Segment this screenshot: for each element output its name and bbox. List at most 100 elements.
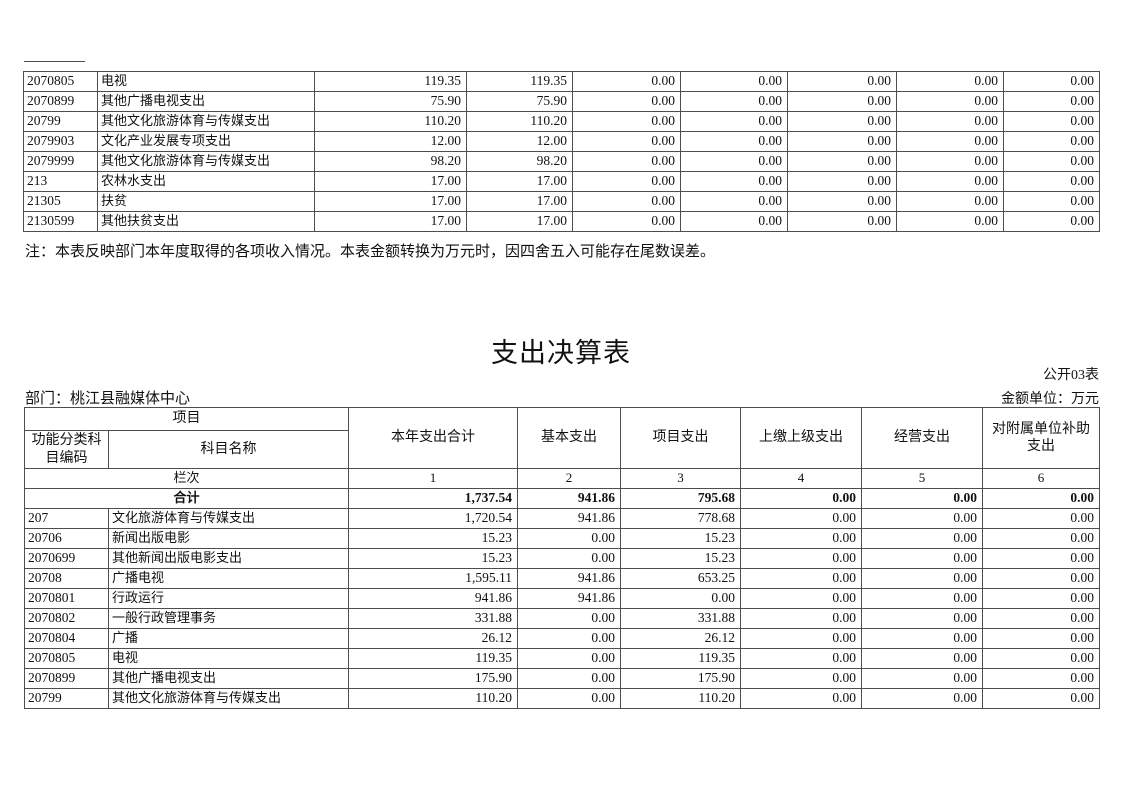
value-cell: 15.23 <box>348 528 518 549</box>
total-row: 合计 1,737.54 941.86 795.68 0.00 0.00 0.00 <box>24 488 1100 509</box>
value-cell: 0.00 <box>982 688 1100 709</box>
value-cell: 0.00 <box>896 191 1004 212</box>
subject-name-cell: 其他广播电视支出 <box>97 91 315 112</box>
value-cell: 0.00 <box>740 608 862 629</box>
header-project-expenditure: 项目支出 <box>620 407 741 469</box>
expense-table-row: 2070899 其他广播电视支出 175.90 0.00 175.90 0.00… <box>24 668 1100 689</box>
value-cell: 175.90 <box>348 668 518 689</box>
value-cell: 0.00 <box>787 111 897 132</box>
table-code: 公开03表 <box>1043 368 1099 383</box>
value-cell: 0.00 <box>982 588 1100 609</box>
column-number: 5 <box>861 468 983 489</box>
value-cell: 331.88 <box>620 608 741 629</box>
value-cell: 17.00 <box>314 211 467 232</box>
value-cell: 110.20 <box>314 111 467 132</box>
total-value: 0.00 <box>740 488 862 509</box>
subject-code-cell: 213 <box>23 171 98 192</box>
value-cell: 0.00 <box>680 171 788 192</box>
subject-name-cell: 其他扶贫支出 <box>97 211 315 232</box>
subject-code-cell: 2070805 <box>24 648 109 669</box>
value-cell: 0.00 <box>896 151 1004 172</box>
subject-code-cell: 21305 <box>23 191 98 212</box>
value-cell: 0.00 <box>861 528 983 549</box>
income-table-row: 2130599 其他扶贫支出 17.00 17.00 0.00 0.00 0.0… <box>23 211 1100 232</box>
value-cell: 98.20 <box>466 151 573 172</box>
value-cell: 941.86 <box>517 588 621 609</box>
value-cell: 0.00 <box>787 131 897 152</box>
value-cell: 26.12 <box>620 628 741 649</box>
value-cell: 0.00 <box>861 628 983 649</box>
value-cell: 0.00 <box>740 648 862 669</box>
value-cell: 119.35 <box>348 648 518 669</box>
header-row-project: 项目 本年支出合计 基本支出 项目支出 上缴上级支出 经营支出 对附属单位补助支… <box>24 407 1100 469</box>
value-cell: 0.00 <box>517 528 621 549</box>
value-cell: 0.00 <box>740 688 862 709</box>
value-cell: 0.00 <box>861 688 983 709</box>
value-cell: 0.00 <box>896 211 1004 232</box>
subject-code-cell: 2070699 <box>24 548 109 569</box>
value-cell: 0.00 <box>896 171 1004 192</box>
column-number: 2 <box>517 468 621 489</box>
unit-label: 金额单位：万元 <box>1001 392 1099 407</box>
total-label: 合计 <box>24 488 349 509</box>
column-number: 6 <box>982 468 1100 489</box>
value-cell: 0.00 <box>680 71 788 92</box>
value-cell: 17.00 <box>314 171 467 192</box>
subject-code-cell: 2079999 <box>23 151 98 172</box>
subject-code-cell: 207 <box>24 508 109 529</box>
value-cell: 17.00 <box>466 171 573 192</box>
value-cell: 0.00 <box>572 131 681 152</box>
value-cell: 0.00 <box>861 588 983 609</box>
subject-name-cell: 文化产业发展专项支出 <box>97 131 315 152</box>
value-cell: 0.00 <box>517 688 621 709</box>
value-cell: 17.00 <box>466 211 573 232</box>
value-cell: 0.00 <box>861 608 983 629</box>
value-cell: 0.00 <box>982 608 1100 629</box>
subject-name-cell: 新闻出版电影 <box>108 528 349 549</box>
value-cell: 0.00 <box>982 528 1100 549</box>
value-cell: 0.00 <box>740 528 862 549</box>
value-cell: 0.00 <box>896 71 1004 92</box>
value-cell: 0.00 <box>517 608 621 629</box>
value-cell: 653.25 <box>620 568 741 589</box>
header-project: 项目 <box>24 407 349 431</box>
value-cell: 15.23 <box>620 528 741 549</box>
value-cell: 110.20 <box>620 688 741 709</box>
value-cell: 0.00 <box>572 91 681 112</box>
subject-name-cell: 电视 <box>97 71 315 92</box>
subject-code-cell: 20706 <box>24 528 109 549</box>
expense-table-row: 2070804 广播 26.12 0.00 26.12 0.00 0.00 0.… <box>24 628 1100 649</box>
value-cell: 0.00 <box>740 588 862 609</box>
value-cell: 0.00 <box>740 548 862 569</box>
value-cell: 15.23 <box>348 548 518 569</box>
value-cell: 0.00 <box>572 151 681 172</box>
value-cell: 75.90 <box>466 91 573 112</box>
expense-table-row: 20706 新闻出版电影 15.23 0.00 15.23 0.00 0.00 … <box>24 528 1100 549</box>
subject-name-cell: 其他文化旅游体育与传媒支出 <box>97 151 315 172</box>
subject-name-cell: 广播 <box>108 628 349 649</box>
value-cell: 15.23 <box>620 548 741 569</box>
value-cell: 0.00 <box>740 668 862 689</box>
value-cell: 778.68 <box>620 508 741 529</box>
value-cell: 0.00 <box>861 648 983 669</box>
value-cell: 0.00 <box>787 151 897 172</box>
value-cell: 941.86 <box>517 508 621 529</box>
expense-table-row: 2070805 电视 119.35 0.00 119.35 0.00 0.00 … <box>24 648 1100 669</box>
value-cell: 0.00 <box>861 668 983 689</box>
header-upward-remitted: 上缴上级支出 <box>740 407 862 469</box>
subject-code-cell: 2070804 <box>24 628 109 649</box>
total-value: 0.00 <box>861 488 983 509</box>
subject-code-cell: 2070801 <box>24 588 109 609</box>
value-cell: 0.00 <box>517 628 621 649</box>
subject-code-cell: 2070805 <box>23 71 98 92</box>
value-cell: 0.00 <box>572 191 681 212</box>
value-cell: 0.00 <box>896 131 1004 152</box>
value-cell: 17.00 <box>466 191 573 212</box>
value-cell: 0.00 <box>1003 91 1100 112</box>
expense-table-row: 2070801 行政运行 941.86 941.86 0.00 0.00 0.0… <box>24 588 1100 609</box>
subject-code-cell: 20708 <box>24 568 109 589</box>
value-cell: 0.00 <box>982 668 1100 689</box>
value-cell: 0.00 <box>896 111 1004 132</box>
subject-name-cell: 行政运行 <box>108 588 349 609</box>
value-cell: 0.00 <box>1003 191 1100 212</box>
